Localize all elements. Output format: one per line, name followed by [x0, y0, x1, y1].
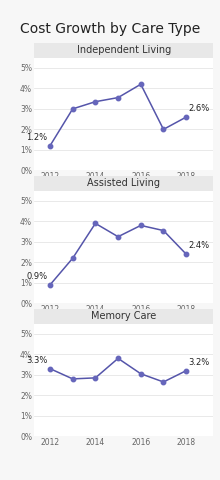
Text: 0.9%: 0.9% — [27, 272, 48, 281]
Text: Cost Growth by Care Type: Cost Growth by Care Type — [20, 22, 200, 36]
Text: 3.2%: 3.2% — [189, 358, 210, 367]
Text: 3.3%: 3.3% — [26, 356, 48, 364]
Text: 2.4%: 2.4% — [189, 241, 210, 250]
Text: Memory Care: Memory Care — [91, 312, 156, 321]
Text: 2.6%: 2.6% — [189, 104, 210, 113]
Text: Assisted Living: Assisted Living — [87, 179, 160, 188]
Text: Independent Living: Independent Living — [77, 46, 171, 55]
Text: 1.2%: 1.2% — [27, 132, 48, 142]
